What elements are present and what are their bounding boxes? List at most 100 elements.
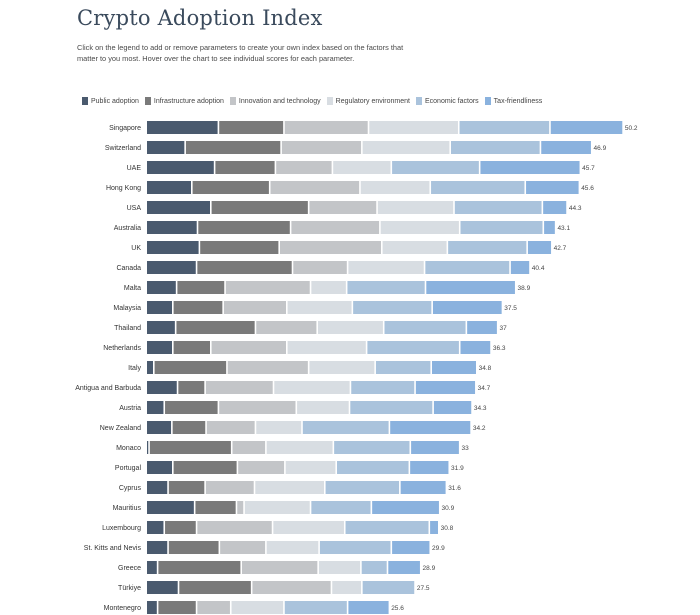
bar-segment[interactable] <box>430 521 438 534</box>
bar-segment[interactable] <box>244 501 310 514</box>
bar-segment[interactable] <box>273 521 344 534</box>
bar-segment[interactable] <box>197 521 272 534</box>
bar-segment[interactable] <box>227 361 308 374</box>
bar-segment[interactable] <box>225 281 310 294</box>
bar-segment[interactable] <box>147 141 185 154</box>
bar-segment[interactable] <box>361 561 387 574</box>
bar-segment[interactable] <box>149 441 231 454</box>
bar-segment[interactable] <box>266 541 319 554</box>
bar-segment[interactable] <box>297 401 349 414</box>
bar-segment[interactable] <box>192 181 269 194</box>
bar-segment[interactable] <box>425 261 510 274</box>
bar-segment[interactable] <box>350 401 433 414</box>
bar-segment[interactable] <box>200 241 279 254</box>
bar-segment[interactable] <box>291 221 380 234</box>
bar-segment[interactable] <box>410 461 449 474</box>
bar-segment[interactable] <box>147 481 168 494</box>
bar-segment[interactable] <box>147 221 197 234</box>
bar-segment[interactable] <box>333 161 391 174</box>
bar-segment[interactable] <box>147 301 172 314</box>
bar-segment[interactable] <box>526 181 579 194</box>
bar-segment[interactable] <box>198 221 290 234</box>
bar-segment[interactable] <box>451 141 540 154</box>
bar-segment[interactable] <box>411 441 459 454</box>
bar-segment[interactable] <box>311 501 371 514</box>
bar-segment[interactable] <box>347 281 425 294</box>
bar-segment[interactable] <box>431 181 525 194</box>
bar-segment[interactable] <box>154 361 227 374</box>
bar-segment[interactable] <box>205 381 273 394</box>
bar-segment[interactable] <box>375 361 431 374</box>
bar-segment[interactable] <box>147 521 164 534</box>
bar-segment[interactable] <box>158 601 196 614</box>
bar-segment[interactable] <box>178 381 205 394</box>
bar-segment[interactable] <box>242 561 318 574</box>
bar-segment[interactable] <box>147 561 157 574</box>
bar-segment[interactable] <box>147 181 191 194</box>
bar-segment[interactable] <box>195 501 236 514</box>
bar-segment[interactable] <box>281 141 362 154</box>
bar-segment[interactable] <box>172 421 206 434</box>
bar-segment[interactable] <box>348 261 424 274</box>
bar-segment[interactable] <box>147 121 218 134</box>
bar-segment[interactable] <box>147 601 157 614</box>
bar-segment[interactable] <box>319 541 391 554</box>
bar-segment[interactable] <box>372 501 439 514</box>
bar-segment[interactable] <box>302 421 389 434</box>
bar-segment[interactable] <box>211 201 308 214</box>
legend-item[interactable]: Regulatory environment <box>326 97 410 105</box>
bar-segment[interactable] <box>173 301 223 314</box>
bar-segment[interactable] <box>147 401 164 414</box>
bar-segment[interactable] <box>544 221 555 234</box>
bar-segment[interactable] <box>252 581 331 594</box>
bar-segment[interactable] <box>147 321 175 334</box>
bar-segment[interactable] <box>332 581 362 594</box>
bar-segment[interactable] <box>337 461 409 474</box>
bar-segment[interactable] <box>432 361 476 374</box>
bar-segment[interactable] <box>147 381 177 394</box>
bar-segment[interactable] <box>384 321 466 334</box>
bar-segment[interactable] <box>510 261 530 274</box>
bar-segment[interactable] <box>284 601 347 614</box>
bar-segment[interactable] <box>284 121 368 134</box>
bar-segment[interactable] <box>459 121 550 134</box>
bar-segment[interactable] <box>467 321 497 334</box>
bar-segment[interactable] <box>415 381 476 394</box>
bar-segment[interactable] <box>165 401 218 414</box>
bar-segment[interactable] <box>362 141 450 154</box>
bar-segment[interactable] <box>274 381 350 394</box>
bar-segment[interactable] <box>168 481 205 494</box>
bar-segment[interactable] <box>448 241 527 254</box>
bar-segment[interactable] <box>147 461 172 474</box>
bar-segment[interactable] <box>369 121 458 134</box>
bar-segment[interactable] <box>206 421 255 434</box>
bar-segment[interactable] <box>165 521 196 534</box>
bar-segment[interactable] <box>400 481 446 494</box>
bar-segment[interactable] <box>460 221 543 234</box>
bar-segment[interactable] <box>219 401 296 414</box>
bar-segment[interactable] <box>460 341 491 354</box>
bar-segment[interactable] <box>173 461 237 474</box>
bar-segment[interactable] <box>382 241 447 254</box>
bar-segment[interactable] <box>392 161 479 174</box>
bar-segment[interactable] <box>220 541 266 554</box>
bar-segment[interactable] <box>147 421 172 434</box>
bar-segment[interactable] <box>392 541 430 554</box>
bar-segment[interactable] <box>351 381 415 394</box>
bar-segment[interactable] <box>147 281 176 294</box>
bar-segment[interactable] <box>527 241 552 254</box>
bar-segment[interactable] <box>147 581 178 594</box>
bar-segment[interactable] <box>147 261 196 274</box>
bar-segment[interactable] <box>276 161 332 174</box>
bar-segment[interactable] <box>543 201 567 214</box>
bar-segment[interactable] <box>256 321 317 334</box>
bar-segment[interactable] <box>541 141 591 154</box>
bar-segment[interactable] <box>287 341 366 354</box>
bar-segment[interactable] <box>287 301 352 314</box>
bar-segment[interactable] <box>147 441 149 454</box>
bar-segment[interactable] <box>353 301 432 314</box>
bar-segment[interactable] <box>232 441 266 454</box>
bar-segment[interactable] <box>147 361 153 374</box>
bar-segment[interactable] <box>266 441 333 454</box>
bar-segment[interactable] <box>176 321 255 334</box>
